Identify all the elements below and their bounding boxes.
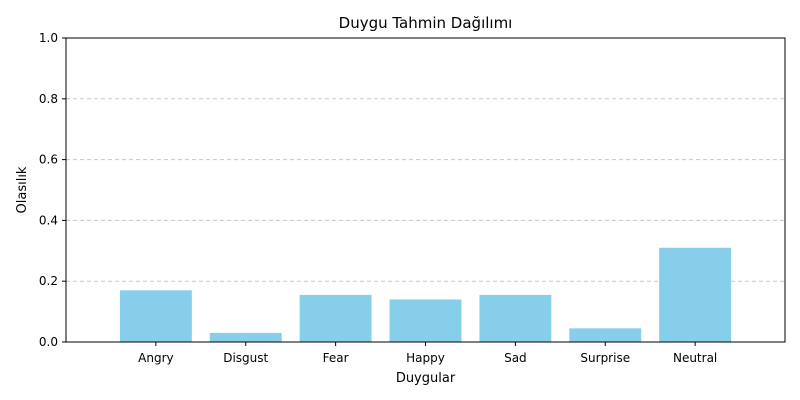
x-tick-label: Sad [504, 351, 527, 365]
x-tick-label: Fear [323, 351, 349, 365]
y-axis-label: Olasılık [15, 166, 30, 213]
x-tick-label: Disgust [223, 351, 268, 365]
bar-surprise [569, 328, 642, 342]
y-tick-label: 0.2 [39, 274, 58, 288]
y-axis-ticks: 0.0 0.2 0.4 0.6 0.8 1.0 [39, 31, 66, 349]
bar-happy [389, 299, 462, 342]
x-tick-label: Angry [138, 351, 173, 365]
x-axis-label: Duygular [396, 371, 456, 386]
x-tick-label: Surprise [580, 351, 630, 365]
x-tick-label: Neutral [673, 351, 717, 365]
bar-disgust [209, 332, 282, 342]
y-tick-label: 0.0 [39, 335, 58, 349]
x-axis-ticks: Angry Disgust Fear Happy Sad Surprise Neutral [138, 342, 717, 365]
grid-lines [66, 98, 785, 282]
bars [119, 247, 732, 342]
x-tick-label: Happy [406, 351, 445, 365]
bar-neutral [659, 247, 732, 342]
bar-sad [479, 294, 552, 342]
y-tick-label: 0.6 [39, 153, 58, 167]
y-tick-label: 0.8 [39, 92, 58, 106]
y-tick-label: 1.0 [39, 31, 58, 45]
bar-angry [119, 290, 192, 342]
y-tick-label: 0.4 [39, 213, 58, 227]
chart-title: Duygu Tahmin Dağılımı [339, 14, 513, 32]
bar-fear [299, 294, 372, 342]
